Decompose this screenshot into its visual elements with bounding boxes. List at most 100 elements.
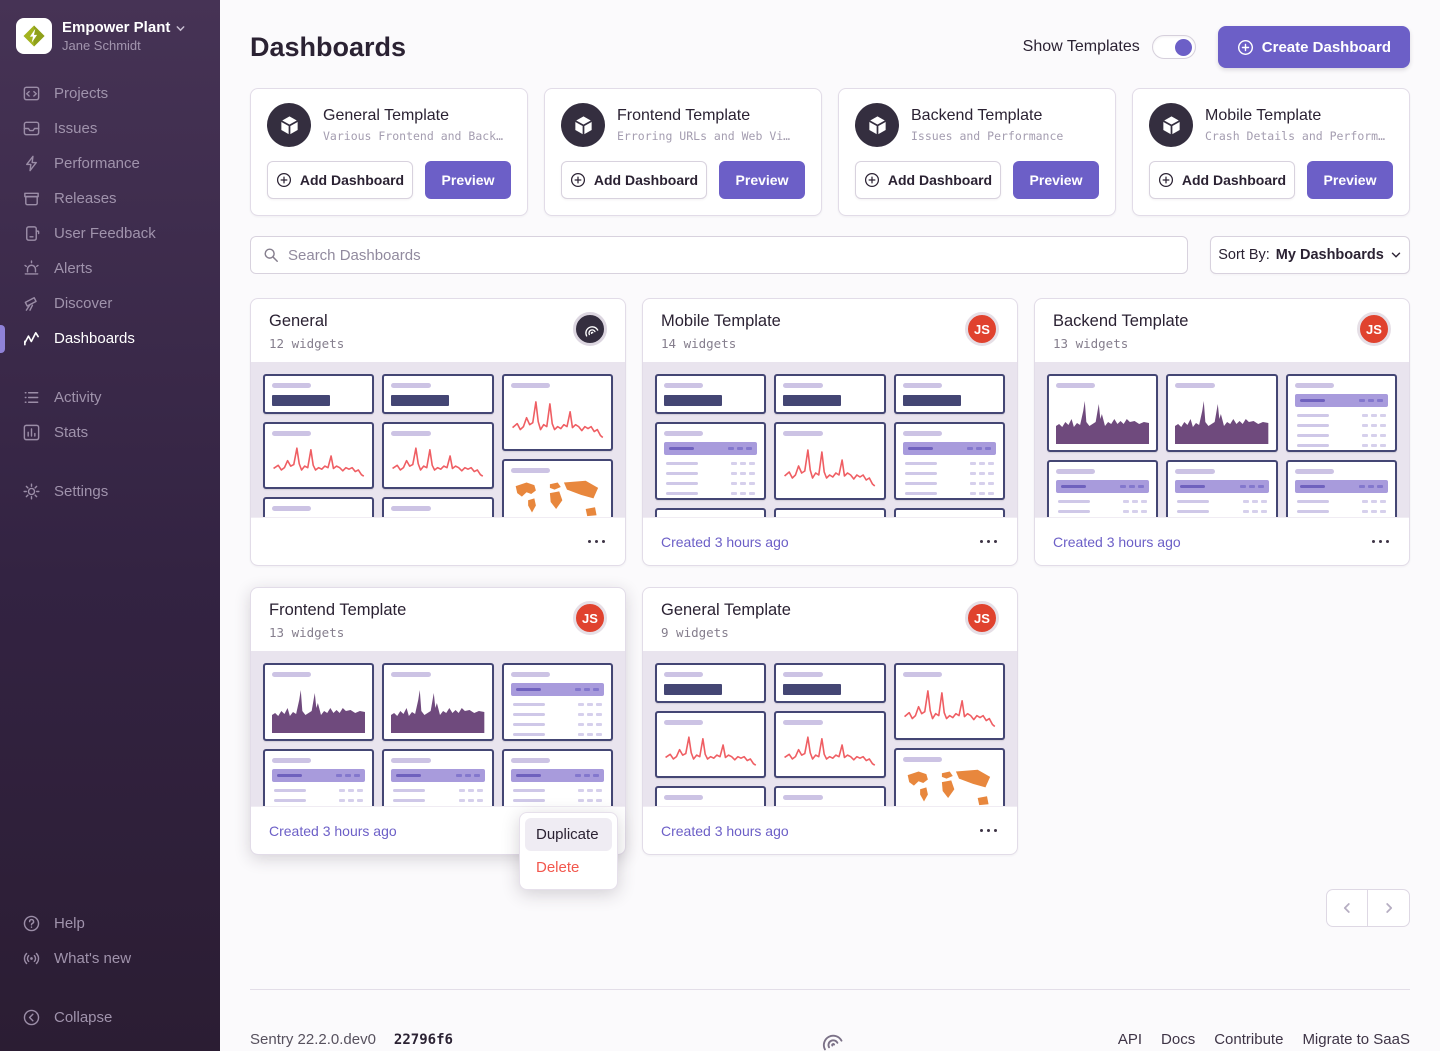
add-dashboard-button[interactable]: Add Dashboard <box>855 161 1001 199</box>
sidebar-item-discover[interactable]: Discover <box>0 286 220 321</box>
org-switcher[interactable]: Empower Plant Jane Schmidt <box>0 18 220 54</box>
footer-link-docs[interactable]: Docs <box>1161 1030 1196 1048</box>
sidebar-item-activity[interactable]: Activity <box>0 380 220 415</box>
dashboard-card-backend-template[interactable]: Backend Template 13 widgets JS Created 3… <box>1034 298 1410 566</box>
mini-widget-column <box>1047 374 1159 517</box>
dashboard-preview <box>643 362 1017 517</box>
performance-icon <box>22 154 41 173</box>
template-title: Backend Template <box>911 107 1043 124</box>
template-card-backend: Backend Template Issues and Performance … <box>838 88 1116 216</box>
sidebar-item-releases[interactable]: Releases <box>0 181 220 216</box>
card-context-menu-button[interactable] <box>978 821 1000 841</box>
dashboard-card-mobile-template[interactable]: Mobile Template 14 widgets JS Created 3 … <box>642 298 1018 566</box>
collapse-icon <box>22 1008 41 1027</box>
sidebar-item-help[interactable]: Help <box>0 906 220 941</box>
version-label: Sentry 22.2.0.dev0 <box>250 1030 376 1048</box>
card-context-menu-button[interactable] <box>1370 532 1392 552</box>
mini-widget-bignumber <box>655 785 767 806</box>
menu-item-duplicate[interactable]: Duplicate <box>525 818 612 851</box>
preview-button[interactable]: Preview <box>425 161 511 199</box>
preview-button[interactable]: Preview <box>1307 161 1393 199</box>
template-title: General Template <box>323 107 449 124</box>
sidebar-item-whats-new[interactable]: What's new <box>0 941 220 976</box>
sidebar-item-performance[interactable]: Performance <box>0 146 220 181</box>
releases-icon <box>22 189 41 208</box>
add-dashboard-button[interactable]: Add Dashboard <box>267 161 413 199</box>
mini-widget-bignumber <box>655 508 767 517</box>
search-dashboards-box <box>250 236 1188 274</box>
mini-widget-column <box>1285 374 1397 517</box>
card-context-menu-button[interactable] <box>586 532 608 552</box>
settings-icon <box>22 482 41 501</box>
broadcast-icon <box>22 949 41 968</box>
sidebar-footer-nav: Help What's new Collapse <box>0 906 220 1035</box>
build-hash: 22796f6 <box>393 1031 453 1048</box>
sidebar-item-stats[interactable]: Stats <box>0 415 220 450</box>
card-context-menu-button[interactable] <box>978 532 1000 552</box>
dashboard-widget-count: 12 widgets <box>269 336 345 351</box>
footer-link-api[interactable]: API <box>1117 1030 1143 1048</box>
mini-widget-bignumber <box>774 663 886 703</box>
mini-widget-area <box>1166 374 1278 452</box>
sentry-logo-avatar <box>573 312 607 346</box>
next-page-button[interactable] <box>1368 890 1409 926</box>
sidebar-item-collapse[interactable]: Collapse <box>0 1000 220 1035</box>
create-dashboard-button[interactable]: Create Dashboard <box>1217 26 1410 68</box>
mini-widget-area <box>1047 374 1159 452</box>
dashboard-grid: General 12 widgets Mobile Temp <box>250 298 1410 855</box>
preview-button[interactable]: Preview <box>719 161 805 199</box>
dashboard-card-frontend-template[interactable]: Frontend Template 13 widgets JS Created … <box>250 587 626 855</box>
mini-widget-column <box>893 374 1005 517</box>
mini-widget-table <box>1285 374 1397 452</box>
help-icon <box>22 914 41 933</box>
mini-widget-column <box>655 663 767 806</box>
org-user: Jane Schmidt <box>62 38 141 53</box>
discover-icon <box>22 294 41 313</box>
footer-link-migrate[interactable]: Migrate to SaaS <box>1302 1030 1410 1048</box>
sidebar-item-dashboards[interactable]: Dashboards <box>0 321 220 356</box>
mini-widget-table <box>893 422 1005 500</box>
preview-button[interactable]: Preview <box>1013 161 1099 199</box>
mini-widget-bignumber <box>263 496 375 517</box>
mini-widget-column <box>501 374 613 517</box>
mini-widget-table <box>382 749 494 806</box>
dashboard-title: Mobile Template <box>661 312 781 330</box>
menu-item-delete[interactable]: Delete <box>536 859 580 876</box>
search-input[interactable] <box>288 246 1175 264</box>
mini-widget-line <box>382 422 494 489</box>
dashboard-title: Frontend Template <box>269 601 407 619</box>
mini-widget-column <box>774 663 886 806</box>
app-footer: Sentry 22.2.0.dev0 22796f6 API Docs Cont… <box>250 989 1410 1051</box>
template-card-frontend: Frontend Template Erroring URLs and Web … <box>544 88 822 216</box>
dashboard-card-general[interactable]: General 12 widgets <box>250 298 626 566</box>
show-templates-toggle[interactable] <box>1151 35 1196 59</box>
plus-circle-icon <box>570 172 585 188</box>
mini-widget-column <box>263 663 375 806</box>
dashboard-widget-count: 9 widgets <box>661 625 729 640</box>
dashboard-preview <box>251 362 625 517</box>
dashboard-card-general-template[interactable]: General Template 9 widgets JS Created 3 … <box>642 587 1018 855</box>
sidebar-item-settings[interactable]: Settings <box>0 474 220 509</box>
page-title: Dashboards <box>250 31 407 62</box>
previous-page-button[interactable] <box>1327 890 1368 926</box>
plus-circle-icon <box>1158 172 1173 188</box>
sidebar-item-alerts[interactable]: Alerts <box>0 251 220 286</box>
mini-widget-table <box>1285 460 1397 517</box>
mini-widget-table <box>263 749 375 806</box>
add-dashboard-button[interactable]: Add Dashboard <box>561 161 707 199</box>
add-dashboard-button[interactable]: Add Dashboard <box>1149 161 1295 199</box>
mini-widget-bignumber <box>382 496 494 517</box>
sidebar-item-user-feedback[interactable]: User Feedback <box>0 216 220 251</box>
mini-widget-column <box>263 374 375 517</box>
chevron-down-icon <box>1391 252 1400 258</box>
sort-by-dropdown[interactable]: Sort By: My Dashboards <box>1210 236 1410 274</box>
mini-widget-bignumber <box>893 374 1005 414</box>
show-templates-label: Show Templates <box>1022 38 1140 55</box>
sidebar-item-issues[interactable]: Issues <box>0 111 220 146</box>
sidebar-item-projects[interactable]: Projects <box>0 76 220 111</box>
alerts-icon <box>22 259 41 278</box>
template-cube-icon <box>561 103 605 147</box>
mini-widget-table <box>501 663 613 741</box>
chevron-down-icon <box>176 25 185 31</box>
footer-link-contribute[interactable]: Contribute <box>1214 1030 1284 1048</box>
